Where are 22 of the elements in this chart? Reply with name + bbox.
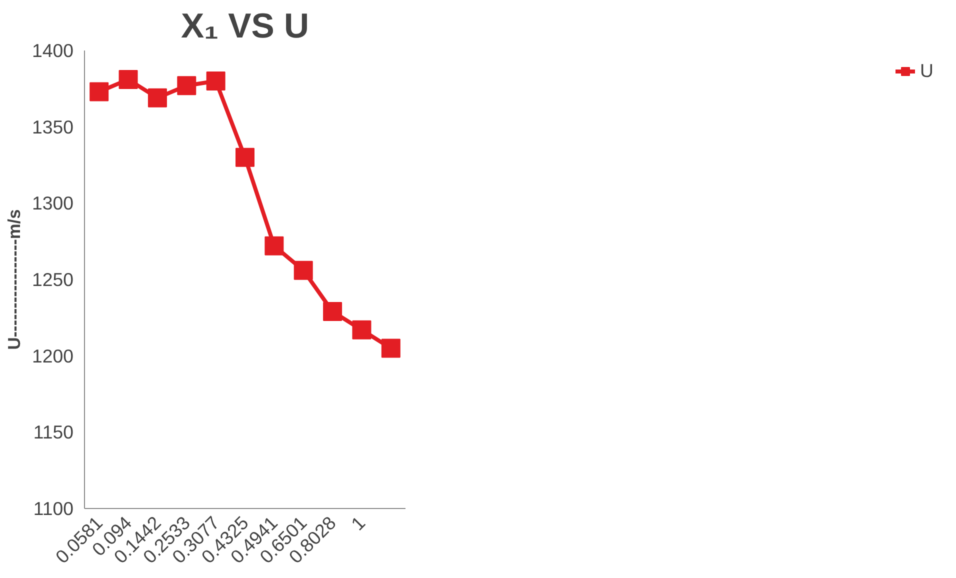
point — [148, 88, 167, 108]
point — [352, 320, 372, 340]
point — [206, 72, 226, 91]
chart-title: X₁ VS U — [181, 8, 309, 46]
point — [90, 82, 109, 102]
legend-label: U — [920, 60, 934, 82]
y-axis-title: U-----------------m/s — [4, 209, 24, 350]
y-tick-label: 1350 — [32, 116, 74, 138]
y-tick-label: 1200 — [32, 345, 74, 366]
y-tick-label: 1400 — [32, 40, 74, 61]
point — [264, 236, 284, 256]
x-tick-label: 1 — [346, 512, 370, 534]
point — [177, 76, 196, 96]
y-tick-label: 1250 — [32, 269, 74, 290]
point — [294, 260, 313, 280]
y-tick-label: 1150 — [33, 422, 74, 443]
point — [323, 302, 342, 322]
y-tick-label: 1300 — [32, 192, 74, 214]
point — [118, 70, 138, 90]
y-tick-label: 1100 — [33, 498, 74, 519]
point — [236, 148, 254, 167]
point — [381, 338, 400, 358]
